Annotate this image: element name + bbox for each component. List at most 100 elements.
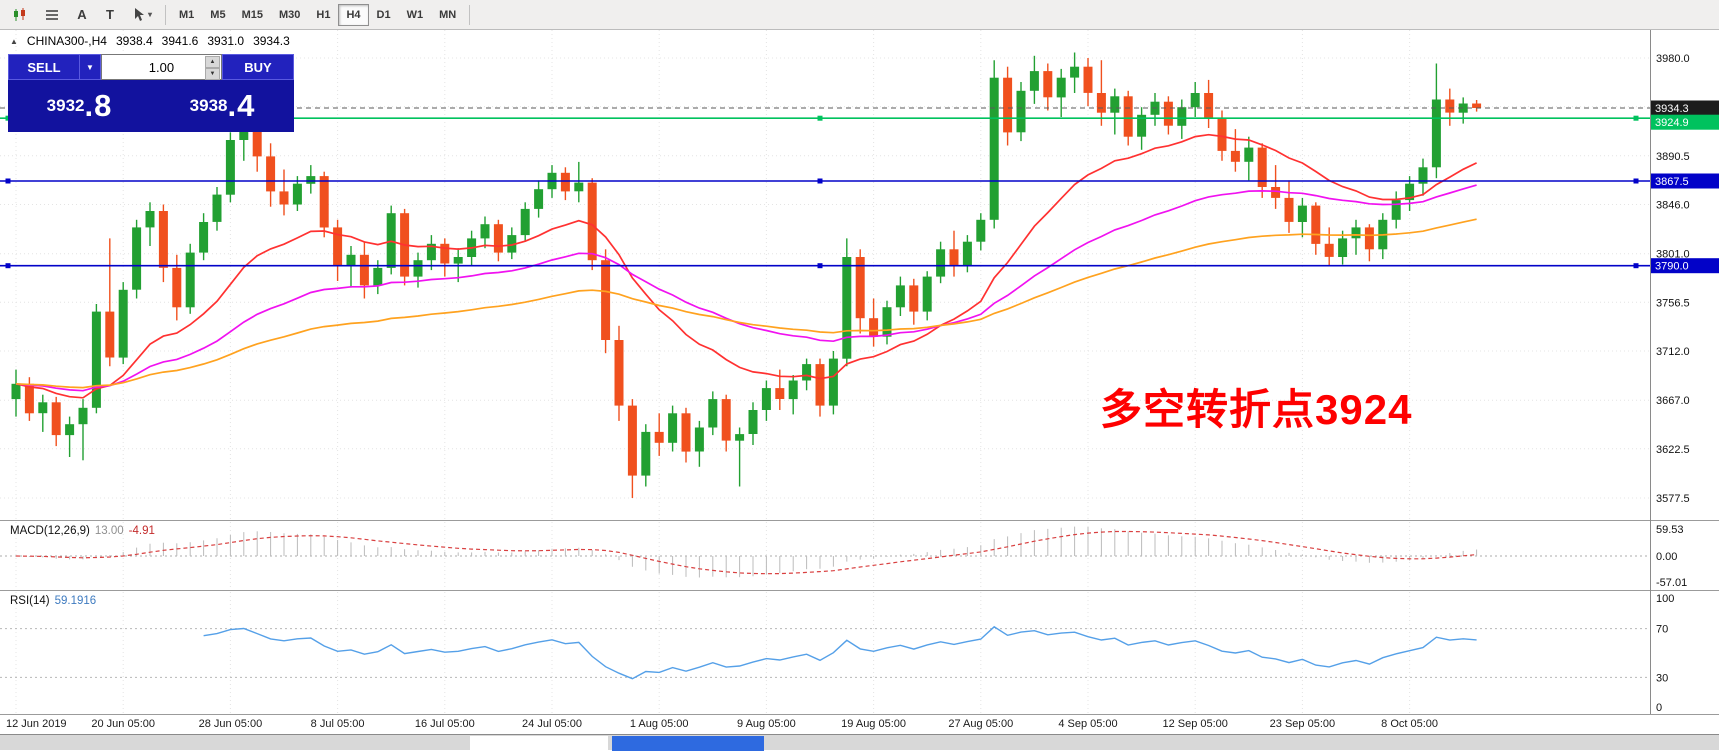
date-label: 4 Sep 05:00	[1058, 718, 1118, 730]
price-label-3867.5	[1651, 173, 1719, 189]
macd-axis-label: 0.00	[1656, 551, 1677, 563]
chart-grid	[0, 30, 1650, 520]
price-tick-label: 3846.0	[1656, 200, 1690, 212]
symbol-period-label: CHINA300-,H4	[26, 34, 107, 48]
line-handle[interactable]	[5, 178, 11, 184]
rsi-pane-canvas[interactable]: 100 70 30 0	[0, 592, 1719, 714]
line-handle[interactable]	[1633, 263, 1639, 269]
candlestick-chart-icon[interactable]	[5, 3, 35, 27]
price-tick-label: 3577.5	[1656, 493, 1690, 505]
timeframe-m1[interactable]: M1	[171, 4, 202, 26]
chart-annotation-text: 多空转折点3924	[1100, 386, 1413, 433]
svg-text:3790.0: 3790.0	[1655, 261, 1689, 273]
rsi-indicator-label: RSI(14) 59.1916	[10, 595, 97, 607]
rsi-grid	[15, 592, 1411, 714]
indicator-list-icon[interactable]	[37, 3, 67, 27]
price-tick-label: 3712.0	[1656, 346, 1690, 358]
macd-pane-canvas[interactable]: 59.53 0.00 -57.01	[0, 522, 1719, 590]
text-label-tool-icon[interactable]: A	[69, 3, 95, 27]
line-handle[interactable]	[817, 263, 823, 269]
timeframe-h4[interactable]: H4	[338, 3, 369, 26]
candles-layer	[11, 52, 1482, 498]
line-handle[interactable]	[1633, 178, 1639, 184]
macd-grid	[15, 522, 1411, 590]
lot-size-input[interactable]: 1.00 ▲ ▼	[100, 54, 222, 80]
line-handle[interactable]	[817, 115, 823, 121]
rsi-axis-label: 30	[1656, 672, 1668, 684]
timeframe-mn[interactable]: MN	[431, 4, 464, 26]
date-label: 1 Aug 05:00	[629, 718, 689, 730]
svg-text:3934.3: 3934.3	[1655, 103, 1689, 115]
timeframe-d1[interactable]: D1	[369, 4, 399, 26]
toolbar-separator	[165, 4, 167, 25]
price-label-3790.0	[1651, 258, 1719, 274]
price-tick-label: 3980.0	[1656, 53, 1690, 65]
ma-line-42[interactable]	[15, 184, 1477, 392]
lot-stepper: ▲ ▼	[205, 56, 220, 80]
date-label: 12 Jun 2019	[6, 718, 67, 730]
timeframe-h1[interactable]: H1	[308, 4, 338, 26]
line-handle[interactable]	[5, 263, 11, 269]
cursor-tool-icon[interactable]: ▾	[125, 3, 159, 27]
lot-decrease-button[interactable]: ▼	[205, 68, 220, 80]
svg-text:3924.9: 3924.9	[1655, 117, 1689, 129]
timeframe-m5[interactable]: M5	[202, 4, 233, 26]
lot-increase-button[interactable]: ▲	[205, 56, 220, 68]
ma-line-18[interactable]	[15, 133, 1477, 399]
line-handle[interactable]	[1633, 115, 1639, 121]
one-click-panel-toggle-icon[interactable]: ▲	[10, 36, 18, 46]
main-chart-canvas[interactable]: 3980.0 3890.5 3846.0 3801.0 3756.5 3712.0 3667…	[0, 30, 1719, 520]
date-label: 9 Aug 05:00	[737, 718, 796, 730]
chart-window: 3980.0 3890.5 3846.0 3801.0 3756.5 3712.0 3667…	[0, 30, 1719, 751]
date-label: 20 Jun 05:00	[91, 718, 155, 730]
rsi-axis-label: 70	[1656, 624, 1668, 636]
drawing-tools-group: A T ▾	[4, 3, 160, 27]
pane-splitter-macd[interactable]	[0, 520, 1719, 521]
timeframe-m15[interactable]: M15	[234, 4, 271, 26]
time-axis[interactable]: 12 Jun 2019 20 Jun 05:00 28 Jun 05:00 8 Jul…	[0, 715, 1719, 734]
date-label: 16 Jul 05:00	[414, 718, 475, 730]
ohlc-high: 3941.6	[161, 34, 199, 48]
date-label: 19 Aug 05:00	[841, 718, 907, 730]
date-label: 27 Aug 05:00	[948, 718, 1014, 730]
date-label: 24 Jul 05:00	[522, 718, 582, 730]
ma-line-80[interactable]	[15, 218, 1477, 389]
price-axis-border	[1650, 30, 1651, 714]
ohlc-open: 3938.4	[115, 34, 153, 48]
rsi-axis-label: 100	[1656, 593, 1674, 605]
date-label: 8 Oct 05:00	[1381, 718, 1439, 730]
toolbar: A T ▾ M1 M5 M15 M30 H1 H4 D1 W1 MN	[0, 0, 1719, 30]
price-tick-label: 3801.0	[1656, 249, 1690, 261]
sell-button[interactable]: SELL	[8, 54, 80, 80]
svg-text:3867.5: 3867.5	[1655, 176, 1689, 188]
buy-price-display[interactable]: 3938.4	[189, 88, 256, 123]
timeframe-m30[interactable]: M30	[271, 4, 308, 26]
price-tick-label: 3667.0	[1656, 395, 1690, 407]
pane-splitter-rsi[interactable]	[0, 590, 1719, 591]
lot-size-value: 1.00	[148, 59, 175, 75]
rsi-axis-label: 0	[1656, 702, 1662, 714]
buy-button[interactable]: BUY	[222, 54, 294, 80]
rsi-line	[203, 625, 1477, 680]
price-tick-label: 3756.5	[1656, 297, 1690, 309]
macd-histogram	[28, 526, 1478, 578]
price-tick-label: 3890.5	[1656, 151, 1690, 163]
date-axis-border	[0, 714, 1719, 715]
ohlc-low: 3931.0	[207, 34, 245, 48]
sell-price-display[interactable]: 3932.8	[46, 88, 113, 123]
order-type-dropdown-icon[interactable]: ▼	[80, 54, 101, 80]
date-label: 23 Sep 05:00	[1269, 718, 1336, 730]
timeframe-w1[interactable]: W1	[399, 4, 432, 26]
text-box-tool-icon[interactable]: T	[97, 3, 123, 27]
date-label: 12 Sep 05:00	[1162, 718, 1228, 730]
window-fragment	[470, 736, 608, 751]
line-handle[interactable]	[817, 178, 823, 184]
chart-ohlc-header: ▲ CHINA300-,H4 3938.4 3941.6 3931.0 3934…	[10, 34, 290, 48]
date-label: 8 Jul 05:00	[310, 718, 365, 730]
macd-axis-label: -57.01	[1656, 577, 1687, 589]
date-label: 28 Jun 05:00	[198, 718, 263, 730]
background-window-strip	[0, 734, 1719, 751]
toolbar-separator	[469, 4, 471, 25]
ohlc-close: 3934.3	[253, 34, 290, 48]
price-label-3934.3	[1651, 100, 1719, 116]
